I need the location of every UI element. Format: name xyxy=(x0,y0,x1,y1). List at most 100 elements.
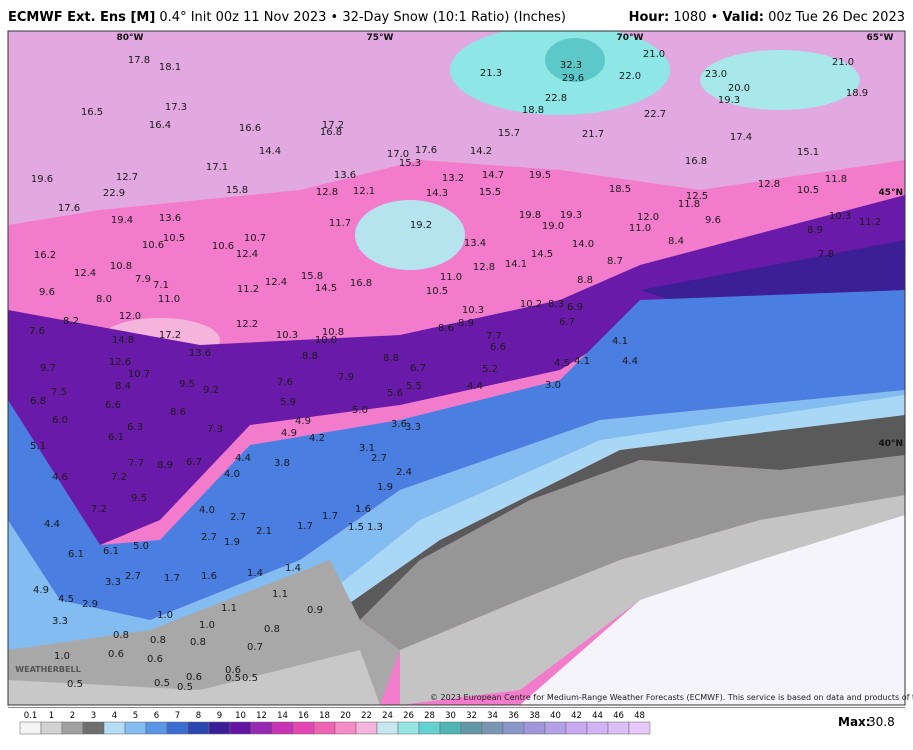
snow-value: 4.4 xyxy=(235,453,251,464)
snow-value: 17.1 xyxy=(206,162,228,173)
snow-value: 7.5 xyxy=(51,387,67,398)
snow-value: 8.8 xyxy=(383,353,399,364)
snow-value: 10.3 xyxy=(276,330,298,341)
snow-value: 5.1 xyxy=(30,441,46,452)
colorbar-tick-label: 26 xyxy=(403,711,414,721)
snow-value: 7.1 xyxy=(153,280,169,291)
snow-value: 10.5 xyxy=(426,286,448,297)
snow-value: 18.5 xyxy=(609,184,631,195)
colorbar-swatch xyxy=(565,721,588,735)
snow-value: 15.1 xyxy=(797,147,819,158)
snow-value: 1.1 xyxy=(272,589,288,600)
snow-value: 0.5 xyxy=(242,673,258,684)
snow-value: 4.2 xyxy=(309,433,325,444)
snow-value: 17.8 xyxy=(128,55,150,66)
snow-value: 8.0 xyxy=(96,294,112,305)
snow-value: 15.3 xyxy=(399,158,421,169)
snow-value: 4.4 xyxy=(622,356,638,367)
snow-value: 4.6 xyxy=(52,472,68,483)
colorbar-tick-label: 3 xyxy=(91,711,96,721)
map-fill xyxy=(8,31,905,705)
max-value: 30.8 xyxy=(868,715,895,729)
snow-value: 19.6 xyxy=(31,174,53,185)
snow-value: 6.7 xyxy=(186,457,202,468)
snow-value: 7.9 xyxy=(135,274,151,285)
snow-value: 12.1 xyxy=(353,186,375,197)
snow-value: 17.6 xyxy=(415,145,437,156)
snow-value: 3.3 xyxy=(105,577,121,588)
snow-value: 3.3 xyxy=(52,616,68,627)
snow-value: 14.2 xyxy=(470,146,492,157)
snow-value: 4.0 xyxy=(224,469,240,480)
snow-value: 8.9 xyxy=(157,460,173,471)
colorbar-tick-label: 30 xyxy=(445,711,456,721)
colorbar-swatch xyxy=(145,721,168,735)
snow-value: 8.6 xyxy=(170,407,186,418)
snow-value: 14.0 xyxy=(572,239,594,250)
colorbar-swatch xyxy=(355,721,378,735)
snow-value: 8.3 xyxy=(548,299,564,310)
snow-value: 4.5 xyxy=(58,594,74,605)
snow-value: 3.6 xyxy=(391,419,407,430)
colorbar-swatch xyxy=(439,721,462,735)
snow-value: 6.1 xyxy=(103,546,119,557)
snow-value: 0.8 xyxy=(150,635,166,646)
snow-value: 4.1 xyxy=(574,356,590,367)
snow-value: 2.7 xyxy=(230,512,246,523)
snow-value: 17.4 xyxy=(730,132,752,143)
snow-value: 11.8 xyxy=(825,174,847,185)
colorbar-tick-label: 28 xyxy=(424,711,435,721)
snow-value: 18.9 xyxy=(846,88,868,99)
snow-value: 13.6 xyxy=(334,170,356,181)
snow-value: 6.8 xyxy=(30,396,46,407)
colorbar-swatch xyxy=(544,721,567,735)
colorbar-swatch xyxy=(376,721,399,735)
snow-value: 4.9 xyxy=(33,585,49,596)
snow-value: 12.4 xyxy=(74,268,96,279)
snow-value: 15.7 xyxy=(498,128,520,139)
snow-value: 20.0 xyxy=(728,83,750,94)
snow-value: 13.6 xyxy=(159,213,181,224)
snow-value: 12.8 xyxy=(473,262,495,273)
snow-value: 21.0 xyxy=(643,49,665,60)
snow-value: 22.7 xyxy=(644,109,666,120)
colorbar-swatch xyxy=(460,721,483,735)
snow-value: 8.9 xyxy=(458,318,474,329)
snow-value: 8.4 xyxy=(115,381,131,392)
snow-value: 1.4 xyxy=(285,563,301,574)
colorbar-tick-label: 48 xyxy=(634,711,645,721)
snow-value: 17.2 xyxy=(322,120,344,131)
snow-value: 4.4 xyxy=(467,381,483,392)
snow-value: 1.0 xyxy=(199,620,215,631)
colorbar-swatch xyxy=(607,721,630,735)
snow-value: 1.9 xyxy=(377,482,393,493)
snow-value: 10.5 xyxy=(163,233,185,244)
colorbar-swatch xyxy=(208,721,231,735)
snow-value: 1.4 xyxy=(247,568,263,579)
title: ECMWF Ext. Ens [M] 0.4° Init 00z 11 Nov … xyxy=(8,10,566,25)
snow-value: 0.8 xyxy=(113,630,129,641)
snow-value: 19.2 xyxy=(410,220,432,231)
snow-value: 16.5 xyxy=(81,107,103,118)
snow-value: 5.0 xyxy=(133,541,149,552)
max-label: Max: xyxy=(838,715,871,729)
snow-value: 14.3 xyxy=(426,188,448,199)
snow-value: 9.6 xyxy=(705,215,721,226)
colorbar-swatch xyxy=(271,721,294,735)
snow-value: 11.0 xyxy=(158,294,180,305)
snow-value: 6.9 xyxy=(567,302,583,313)
snow-value: 12.4 xyxy=(265,277,287,288)
snow-value: 0.6 xyxy=(186,672,202,683)
snow-value: 10.3 xyxy=(829,211,851,222)
map-frame xyxy=(7,30,906,706)
snow-value: 9.2 xyxy=(203,385,219,396)
snow-value: 11.7 xyxy=(329,218,351,229)
colorbar-swatch xyxy=(313,721,336,735)
snow-value: 6.6 xyxy=(490,342,506,353)
snow-value: 4.9 xyxy=(295,416,311,427)
snow-value: 7.3 xyxy=(207,424,223,435)
valid-info: Hour: 1080 • Valid: 00z Tue 26 Dec 2023 xyxy=(629,10,905,25)
grid-label: 80°W xyxy=(117,33,144,43)
snow-value: 16.6 xyxy=(239,123,261,134)
snow-value: 29.6 xyxy=(562,73,584,84)
